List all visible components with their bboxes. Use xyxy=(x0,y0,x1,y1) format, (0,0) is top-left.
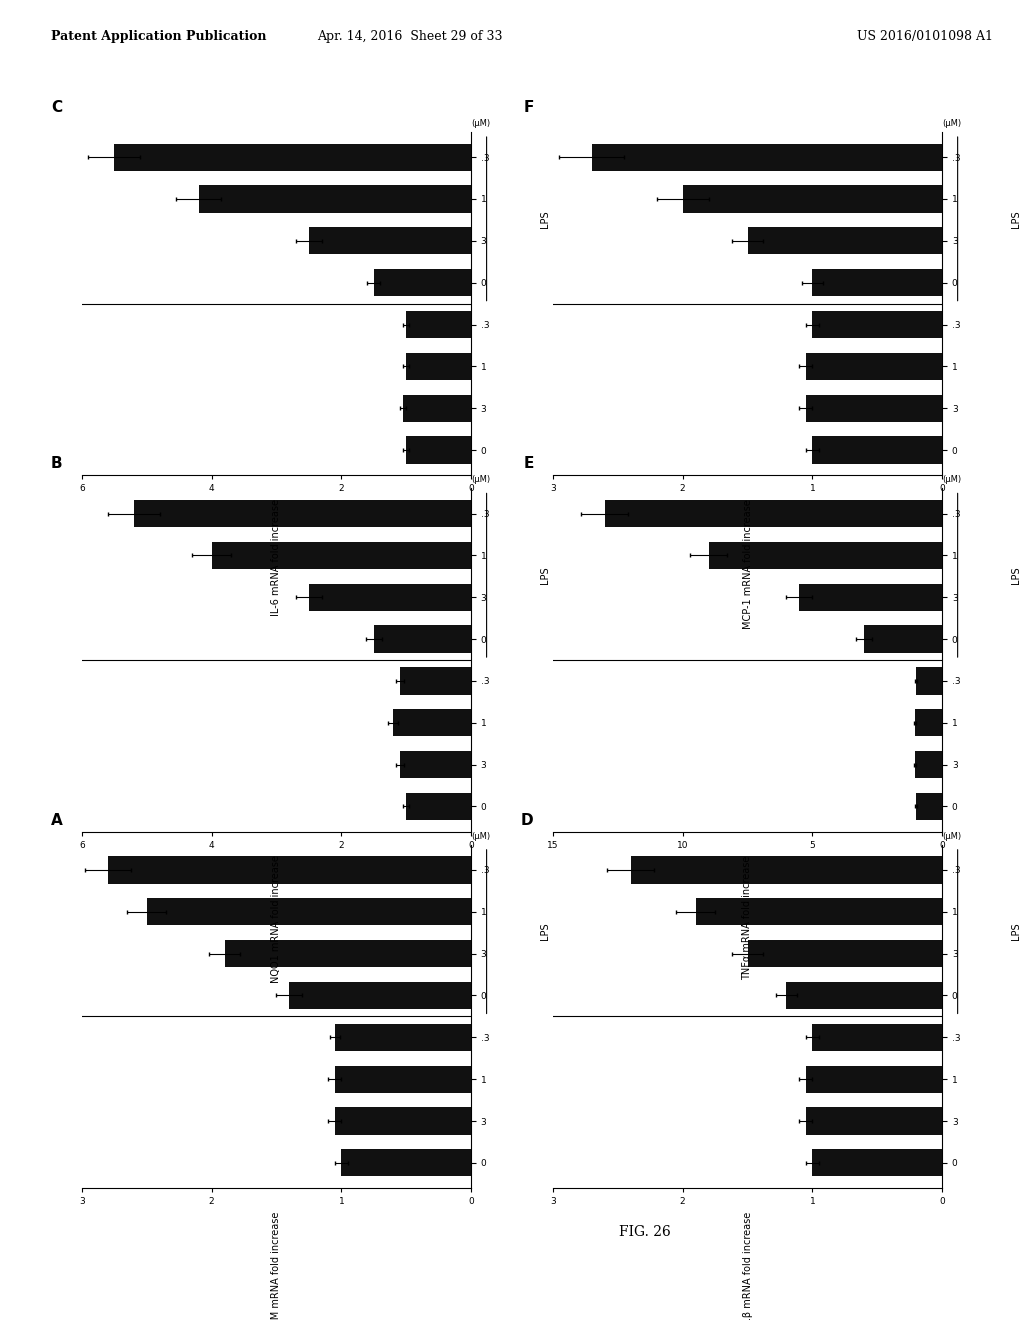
Bar xyxy=(407,437,471,463)
Text: (μM): (μM) xyxy=(471,475,490,484)
Bar xyxy=(134,500,471,527)
X-axis label: TNFα mRNA fold increase: TNFα mRNA fold increase xyxy=(742,855,753,979)
Text: LPS: LPS xyxy=(1011,923,1021,940)
Bar xyxy=(341,1150,471,1176)
Bar xyxy=(806,352,942,380)
Bar xyxy=(335,1107,471,1135)
Bar xyxy=(335,1024,471,1051)
Bar xyxy=(812,1024,942,1051)
Bar xyxy=(393,709,471,737)
Text: LPS: LPS xyxy=(540,923,550,940)
Bar xyxy=(812,312,942,338)
Text: Patent Application Publication: Patent Application Publication xyxy=(51,30,266,44)
Bar xyxy=(407,352,471,380)
Bar xyxy=(199,185,471,213)
Text: A: A xyxy=(51,813,62,828)
Bar xyxy=(914,709,942,737)
Bar xyxy=(115,144,471,170)
Bar xyxy=(916,668,942,694)
Bar xyxy=(786,982,942,1008)
Bar xyxy=(309,583,471,611)
Text: D: D xyxy=(521,813,534,828)
Text: LPS: LPS xyxy=(1011,566,1021,583)
Text: LPS: LPS xyxy=(1011,210,1021,227)
Text: Apr. 14, 2016  Sheet 29 of 33: Apr. 14, 2016 Sheet 29 of 33 xyxy=(316,30,503,44)
Bar xyxy=(864,626,942,652)
Bar xyxy=(290,982,471,1008)
Text: (μM): (μM) xyxy=(471,832,490,841)
Bar xyxy=(605,500,942,527)
Text: C: C xyxy=(51,100,62,115)
X-axis label: NQO1 mRNA fold increase: NQO1 mRNA fold increase xyxy=(271,855,282,983)
Bar xyxy=(748,227,942,255)
Bar xyxy=(407,312,471,338)
Bar xyxy=(806,1107,942,1135)
Bar xyxy=(695,898,942,925)
Bar xyxy=(800,583,942,611)
Bar xyxy=(683,185,942,213)
Bar xyxy=(309,227,471,255)
Bar xyxy=(631,857,942,883)
X-axis label: MCP-1 mRNA fold increase: MCP-1 mRNA fold increase xyxy=(742,499,753,628)
Text: (μM): (μM) xyxy=(942,475,962,484)
Text: F: F xyxy=(523,100,534,115)
Text: (μM): (μM) xyxy=(471,119,490,128)
Bar xyxy=(224,940,471,968)
X-axis label: IL-6 mRNA fold increase: IL-6 mRNA fold increase xyxy=(271,499,282,616)
Bar xyxy=(374,626,471,652)
Bar xyxy=(914,751,942,779)
Bar xyxy=(812,1150,942,1176)
Bar xyxy=(806,395,942,422)
Bar xyxy=(335,1065,471,1093)
Bar xyxy=(399,751,471,779)
Bar xyxy=(212,541,471,569)
Bar xyxy=(399,668,471,694)
X-axis label: GCLM mRNA fold increase: GCLM mRNA fold increase xyxy=(271,1212,282,1320)
Bar xyxy=(916,793,942,820)
Bar xyxy=(374,269,471,296)
Bar xyxy=(146,898,471,925)
Text: US 2016/0101098 A1: US 2016/0101098 A1 xyxy=(857,30,993,44)
Text: B: B xyxy=(51,457,62,471)
Text: E: E xyxy=(523,457,534,471)
X-axis label: IL-1β mRNA fold increase: IL-1β mRNA fold increase xyxy=(742,1212,753,1320)
Bar xyxy=(407,793,471,820)
Bar xyxy=(108,857,471,883)
Text: FIG. 26: FIG. 26 xyxy=(620,1225,671,1238)
Text: LPS: LPS xyxy=(540,566,550,583)
Bar xyxy=(403,395,471,422)
Text: LPS: LPS xyxy=(540,210,550,227)
Text: (μM): (μM) xyxy=(942,119,962,128)
Text: (μM): (μM) xyxy=(942,832,962,841)
Bar xyxy=(592,144,942,170)
Bar xyxy=(806,1065,942,1093)
Bar xyxy=(748,940,942,968)
Bar xyxy=(812,269,942,296)
Bar xyxy=(812,437,942,463)
Bar xyxy=(709,541,942,569)
